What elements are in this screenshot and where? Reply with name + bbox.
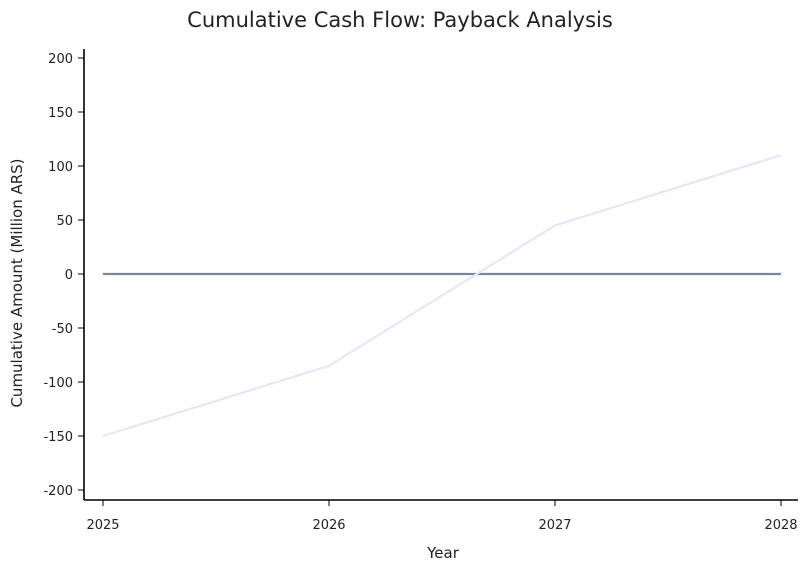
- x-tick-label: 2025: [86, 518, 119, 533]
- y-tick-label: 100: [48, 160, 73, 175]
- x-tick-label: 2026: [312, 518, 345, 533]
- y-tick-label: 200: [48, 52, 73, 67]
- y-tick-label: 50: [56, 214, 73, 229]
- y-tick-label: -150: [43, 430, 73, 445]
- y-tick-label: 0: [65, 268, 73, 283]
- x-axis-label: Year: [427, 544, 459, 562]
- x-tick-label: 2028: [764, 518, 797, 533]
- y-tick-label: 150: [48, 106, 73, 121]
- y-tick-label: -50: [52, 322, 73, 337]
- chart-title: Cumulative Cash Flow: Payback Analysis: [187, 8, 613, 32]
- x-tick-label: 2027: [538, 518, 571, 533]
- y-tick-label: -100: [43, 376, 73, 391]
- y-tick-label: -200: [43, 484, 73, 499]
- series-line-0: [102, 154, 782, 438]
